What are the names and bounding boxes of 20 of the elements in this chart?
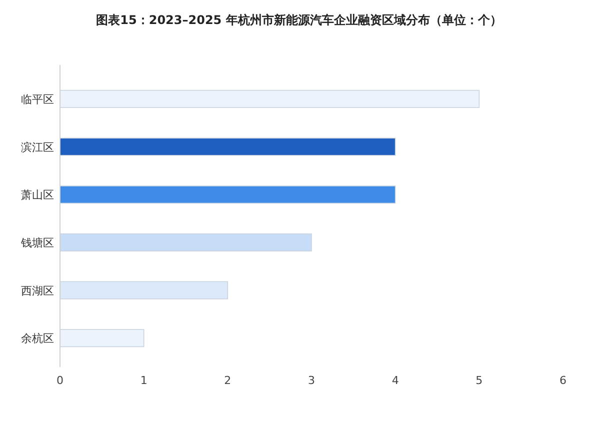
bar <box>60 233 312 252</box>
bar <box>60 329 144 348</box>
y-tick-label: 萧山区 <box>21 188 54 202</box>
y-tick-label: 滨江区 <box>21 140 54 154</box>
bar <box>60 138 396 156</box>
x-tick-label: 0 <box>56 374 64 387</box>
x-tick-label: 1 <box>140 374 148 387</box>
bar <box>60 90 480 108</box>
y-tick-label: 钱塘区 <box>20 236 54 250</box>
x-tick-label: 2 <box>224 374 232 387</box>
x-tick-label: 6 <box>560 374 566 387</box>
x-tick-label: 3 <box>308 374 315 387</box>
x-tick-label: 4 <box>392 374 399 387</box>
bar <box>60 186 396 204</box>
chart-title: 图表15：2023–2025 年杭州市新能源汽车企业融资区域分布（单位：个） <box>96 13 502 27</box>
y-tick-label: 临平区 <box>21 92 54 106</box>
x-tick-label: 5 <box>476 374 483 387</box>
y-tick-label: 余杭区 <box>21 332 54 346</box>
y-tick-label: 西湖区 <box>21 284 54 298</box>
bar <box>60 281 228 300</box>
